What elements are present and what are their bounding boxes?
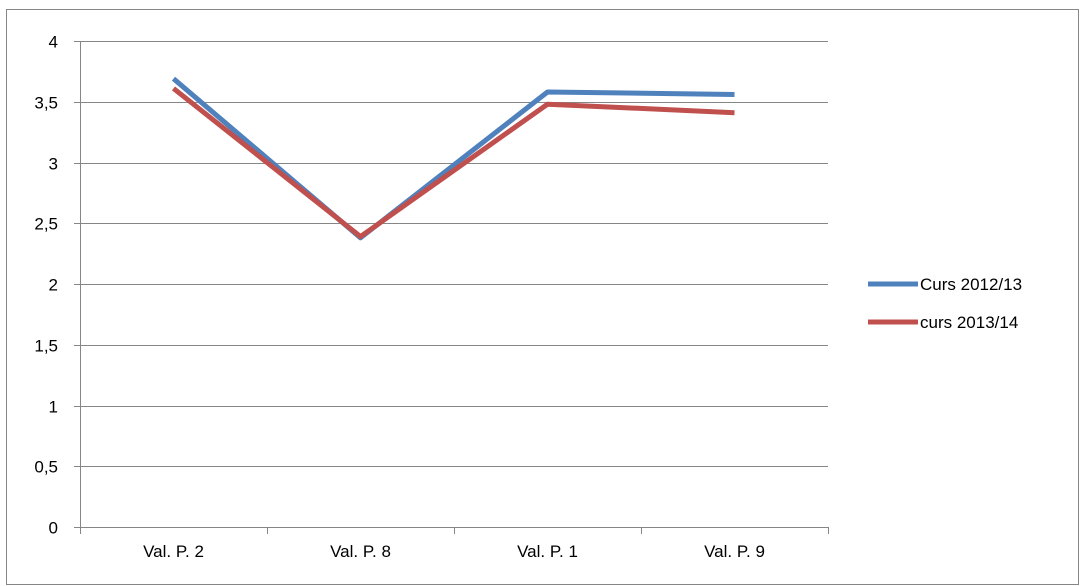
x-tick-label: Val. P. 1 — [517, 542, 578, 561]
series-line-1 — [171, 76, 735, 241]
series-lines — [171, 76, 735, 241]
y-tick-label: 3 — [49, 155, 58, 174]
legend-label: Curs 2012/13 — [920, 275, 1022, 294]
y-tick-label: 0 — [49, 519, 58, 538]
gridlines — [74, 41, 828, 528]
x-tick-label: Val. P. 2 — [143, 542, 204, 561]
y-tick-label: 1 — [49, 398, 58, 417]
legend: Curs 2012/13 curs 2013/14 — [868, 275, 1022, 332]
legend-label: curs 2013/14 — [920, 313, 1018, 332]
y-tick-label: 2,5 — [34, 215, 58, 234]
y-tick-label: 2 — [49, 276, 58, 295]
x-tick-label: Val. P. 9 — [704, 542, 765, 561]
series-line-2 — [171, 86, 735, 240]
y-tick-label: 3,5 — [34, 94, 58, 113]
y-tick-label: 4 — [49, 33, 58, 52]
y-tick-label: 1,5 — [34, 337, 58, 356]
y-tick-label: 0,5 — [34, 458, 58, 477]
x-tick-label: Val. P. 8 — [330, 542, 391, 561]
axes: 0 0,5 1 1,5 2 2,5 3 3,5 4 Val. P. 2 Val. P. 8 Val. … — [34, 33, 829, 561]
